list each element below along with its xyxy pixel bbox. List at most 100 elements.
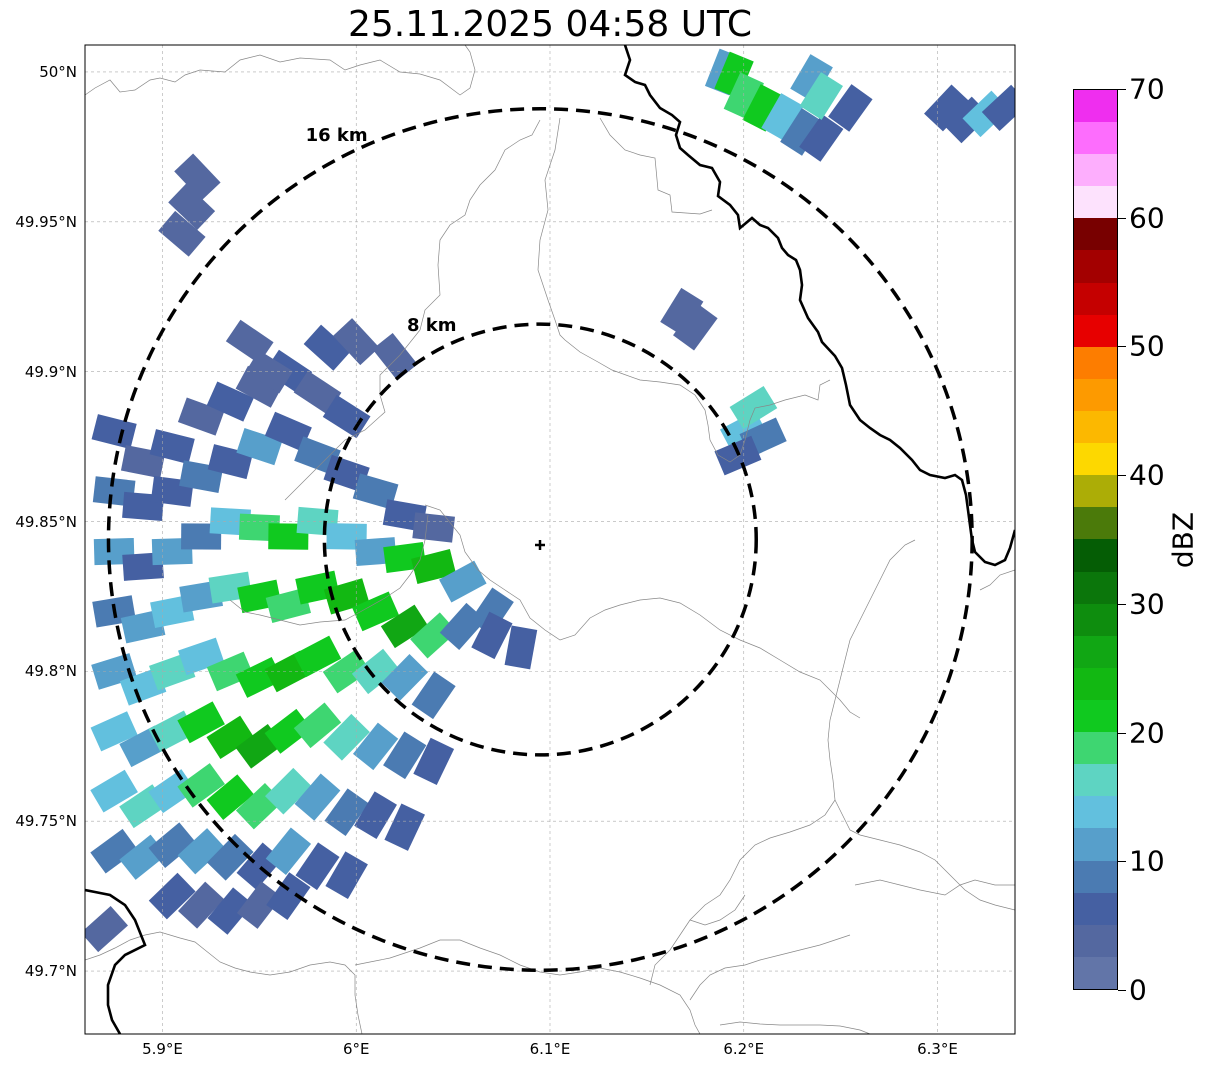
colorbar-tick-label: 20 bbox=[1129, 716, 1165, 750]
latitude-tick-label: 49.7°N bbox=[24, 962, 77, 981]
range-ring bbox=[322, 322, 758, 757]
colorbar-segment bbox=[1074, 507, 1117, 540]
map-frame bbox=[84, 44, 1016, 1035]
colorbar-tick-label: 40 bbox=[1129, 458, 1165, 492]
radar-echo-cell bbox=[799, 114, 844, 162]
colorbar-segment bbox=[1074, 443, 1117, 476]
colorbar-tick-mark bbox=[1118, 346, 1126, 348]
colorbar-segment bbox=[1074, 154, 1117, 187]
colorbar-segment bbox=[1074, 346, 1117, 379]
radar-echo-cell bbox=[352, 591, 400, 632]
colorbar-tick-mark bbox=[1118, 89, 1126, 90]
admin-boundary-line bbox=[689, 934, 851, 1001]
radar-echo-cell bbox=[148, 872, 196, 920]
range-ring bbox=[106, 106, 974, 973]
radar-echo-cell bbox=[293, 370, 342, 415]
radar-echo-cell bbox=[148, 769, 197, 814]
colorbar-segment bbox=[1074, 539, 1117, 572]
radar-echo-cell bbox=[799, 72, 843, 120]
radar-echo-cell bbox=[293, 635, 342, 678]
colorbar-segment bbox=[1074, 860, 1117, 893]
colorbar-tick-label: 30 bbox=[1129, 587, 1165, 621]
admin-boundary-line bbox=[537, 117, 831, 463]
colorbar-tick-mark bbox=[1118, 861, 1126, 863]
radar-echo-cell bbox=[790, 54, 833, 102]
colorbar-tick-label: 10 bbox=[1129, 844, 1165, 878]
radar-echo-cell bbox=[295, 842, 340, 891]
radar-echo-cell bbox=[293, 702, 342, 749]
radar-echo-cell bbox=[158, 210, 206, 257]
colorbar-segment bbox=[1074, 186, 1117, 219]
longitude-tick-label: 6°E bbox=[342, 1040, 370, 1058]
radar-echo-cell bbox=[322, 649, 371, 694]
admin-boundary-line bbox=[834, 799, 1015, 911]
radar-echo-cell bbox=[149, 429, 195, 465]
radar-echo-cell bbox=[761, 93, 804, 141]
colorbar-segment bbox=[1074, 378, 1117, 412]
radar-echo-cell bbox=[206, 774, 254, 820]
map-title: 25.11.2025 04:58 UTC bbox=[347, 4, 753, 45]
colorbar-tick-mark bbox=[1118, 475, 1126, 477]
radar-echo-cell bbox=[924, 84, 971, 132]
radar-echo-cell bbox=[729, 386, 778, 430]
radar-echo-cell bbox=[265, 827, 312, 875]
latitude-tick-label: 50°N bbox=[39, 62, 77, 81]
colorbar-segment bbox=[1074, 796, 1117, 829]
admin-boundary-line bbox=[354, 939, 701, 1034]
colorbar-segment bbox=[1074, 571, 1117, 604]
colorbar-segment bbox=[1074, 764, 1117, 797]
radar-echo-cell bbox=[322, 394, 371, 439]
radar-echo-cell bbox=[439, 560, 487, 603]
longitude-tick-label: 6.3°E bbox=[917, 1040, 958, 1058]
radar-echo-cell bbox=[410, 612, 458, 659]
radar-echo-cell bbox=[148, 822, 196, 868]
range-ring-label: 16 km bbox=[305, 125, 368, 147]
admin-boundary-line bbox=[599, 117, 713, 215]
radar-echo-cell bbox=[225, 319, 274, 364]
radar-echo-cell bbox=[177, 763, 226, 808]
admin-boundary-line bbox=[284, 119, 541, 501]
admin-boundary-line bbox=[424, 504, 861, 719]
national-border-line bbox=[623, 45, 1015, 567]
admin-boundary-line bbox=[854, 879, 1015, 896]
admin-boundary-line bbox=[85, 931, 363, 1034]
radar-echo-cell bbox=[742, 84, 784, 132]
latitude-tick-label: 49.9°N bbox=[24, 362, 77, 381]
admin-boundary-line bbox=[979, 569, 1015, 591]
radar-echo-cell bbox=[168, 183, 216, 231]
national-border-line bbox=[85, 888, 147, 1034]
radar-echo-cell bbox=[471, 611, 513, 660]
colorbar-segment bbox=[1074, 924, 1117, 957]
radar-echo-cell bbox=[206, 381, 254, 422]
radar-echo-cell bbox=[207, 887, 254, 935]
colorbar-segment bbox=[1074, 475, 1117, 508]
radar-echo-cell bbox=[381, 654, 429, 701]
latitude-tick-label: 49.95°N bbox=[15, 212, 77, 231]
colorbar-segment bbox=[1074, 122, 1117, 155]
radar-echo-cell bbox=[352, 722, 399, 771]
colorbar-tick-mark bbox=[1118, 732, 1126, 734]
dbz-colorbar bbox=[1073, 89, 1118, 990]
admin-boundary-line bbox=[229, 514, 429, 626]
radar-echo-cell bbox=[439, 602, 486, 650]
colorbar-tick-label: 70 bbox=[1129, 72, 1165, 106]
colorbar-tick-mark bbox=[1118, 603, 1126, 605]
radar-echo-cell bbox=[383, 731, 427, 780]
radar-echo-cell bbox=[266, 872, 311, 920]
longitude-tick-label: 5.9°E bbox=[142, 1040, 183, 1058]
admin-boundary-line bbox=[719, 1021, 871, 1034]
colorbar-segment bbox=[1074, 635, 1117, 668]
radar-echo-cell bbox=[323, 713, 370, 761]
radar-echo-cell bbox=[324, 788, 369, 836]
radar-echo-cell bbox=[236, 881, 282, 929]
colorbar-tick-label: 0 bbox=[1129, 973, 1147, 1007]
radar-echo-cell bbox=[380, 604, 429, 649]
colorbar-segment bbox=[1074, 892, 1117, 925]
radar-echo-layer bbox=[85, 48, 1015, 953]
radar-echo-cell bbox=[673, 302, 718, 351]
latitude-tick-label: 49.85°N bbox=[15, 512, 77, 531]
colorbar-segment bbox=[1074, 732, 1117, 765]
colorbar-tick-mark bbox=[1118, 990, 1126, 991]
colorbar-unit-label: dBZ bbox=[1166, 511, 1200, 569]
